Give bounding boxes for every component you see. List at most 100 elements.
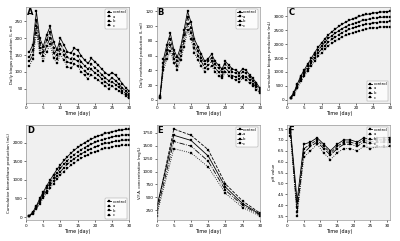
a xyxy=(315,139,320,141)
c xyxy=(348,147,353,150)
control xyxy=(79,144,84,147)
c xyxy=(171,61,176,64)
a xyxy=(82,64,87,67)
c xyxy=(79,70,84,73)
a xyxy=(34,206,39,208)
a xyxy=(65,159,70,162)
c xyxy=(295,215,300,218)
a xyxy=(44,187,49,190)
b xyxy=(330,38,334,41)
c xyxy=(237,81,242,84)
a xyxy=(86,68,90,71)
b xyxy=(120,139,125,142)
b xyxy=(175,65,180,67)
b xyxy=(326,40,331,43)
c xyxy=(288,134,293,137)
a xyxy=(72,153,77,156)
control xyxy=(154,206,159,209)
c xyxy=(48,187,52,190)
b xyxy=(89,68,94,71)
b xyxy=(381,141,386,144)
Line: control: control xyxy=(155,134,261,215)
c xyxy=(330,42,334,45)
b xyxy=(75,155,80,158)
control xyxy=(68,152,73,155)
control xyxy=(213,60,218,63)
b xyxy=(58,170,63,173)
b xyxy=(305,67,310,70)
b xyxy=(223,189,228,192)
a xyxy=(330,34,334,37)
b xyxy=(48,184,52,187)
control xyxy=(75,146,80,149)
b xyxy=(86,149,90,152)
a xyxy=(113,135,118,138)
a xyxy=(206,60,211,63)
b xyxy=(113,83,118,86)
control xyxy=(230,67,235,70)
a xyxy=(302,70,307,73)
c xyxy=(99,82,104,85)
c xyxy=(34,208,39,211)
control xyxy=(72,47,77,50)
control xyxy=(82,59,87,61)
Y-axis label: V.F.A. concentration (mg/L): V.F.A. concentration (mg/L) xyxy=(138,146,142,199)
b xyxy=(30,212,35,214)
a xyxy=(171,53,176,56)
c xyxy=(30,58,35,60)
b xyxy=(288,97,293,100)
b xyxy=(30,54,35,56)
control xyxy=(103,132,108,135)
b xyxy=(341,143,346,146)
a xyxy=(348,141,353,144)
control xyxy=(62,43,66,46)
a xyxy=(292,91,296,94)
Line: b: b xyxy=(155,140,261,216)
control xyxy=(51,40,56,43)
a xyxy=(178,50,183,53)
c xyxy=(292,93,296,96)
b xyxy=(340,31,345,34)
b xyxy=(164,53,169,56)
control xyxy=(381,136,386,139)
a xyxy=(213,63,218,66)
a xyxy=(199,56,204,59)
a xyxy=(220,70,224,73)
b xyxy=(237,78,242,81)
X-axis label: Time (day): Time (day) xyxy=(326,111,352,116)
c xyxy=(120,144,125,147)
control xyxy=(199,53,204,56)
b xyxy=(361,141,366,144)
Line: a: a xyxy=(159,16,261,98)
a xyxy=(37,42,42,45)
b xyxy=(321,147,326,150)
control xyxy=(113,74,118,77)
Line: b: b xyxy=(159,23,261,99)
c xyxy=(375,145,380,148)
control xyxy=(335,143,340,146)
c xyxy=(154,214,159,217)
b xyxy=(103,142,108,145)
b xyxy=(116,86,121,89)
c xyxy=(62,170,66,173)
Legend: control, a, b, c: control, a, b, c xyxy=(106,9,127,29)
control xyxy=(99,68,104,71)
Line: a: a xyxy=(28,133,130,217)
a xyxy=(388,15,393,18)
c xyxy=(79,157,84,160)
b xyxy=(302,73,307,75)
c xyxy=(75,65,80,67)
b xyxy=(336,33,341,36)
Text: A: A xyxy=(27,8,34,17)
a xyxy=(335,145,340,148)
control xyxy=(175,56,180,59)
a xyxy=(223,182,228,185)
a xyxy=(192,42,197,45)
Y-axis label: Daily biogas production (L ml): Daily biogas production (L ml) xyxy=(10,25,14,85)
c xyxy=(347,33,352,35)
c xyxy=(89,73,94,76)
b xyxy=(381,20,386,23)
control xyxy=(124,87,128,89)
c xyxy=(27,64,32,67)
control xyxy=(388,136,393,139)
